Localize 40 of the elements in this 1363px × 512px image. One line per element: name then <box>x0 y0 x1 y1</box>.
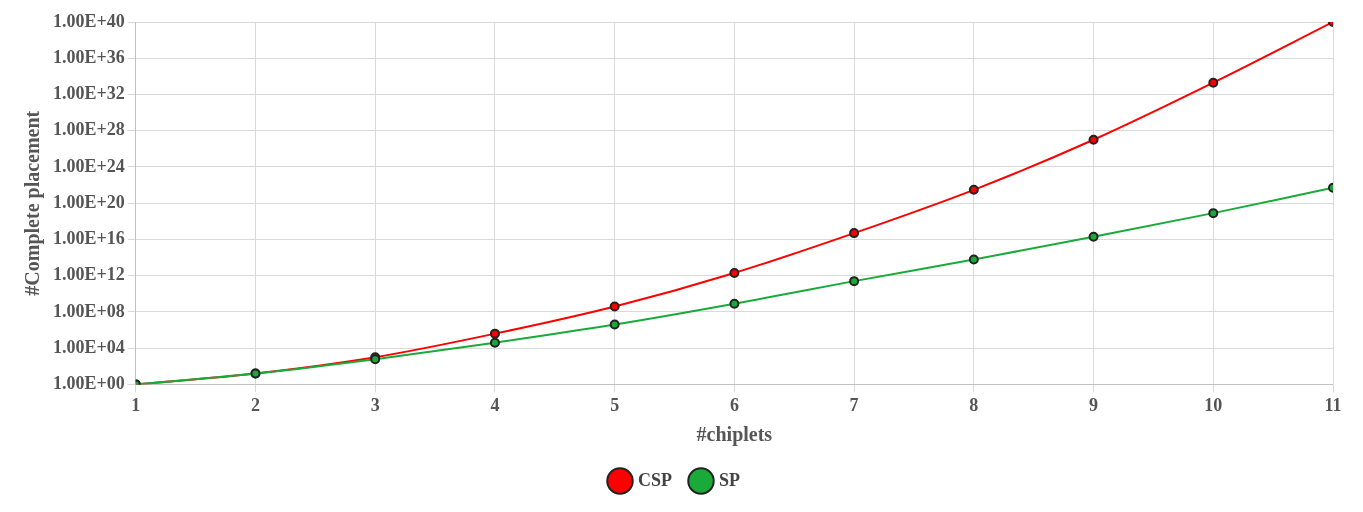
x-tick-label: 10 <box>1204 394 1223 415</box>
y-tick-label: 1.00E+20 <box>53 191 125 212</box>
x-tick-label: 2 <box>250 394 260 415</box>
x-tick-label: 7 <box>849 394 859 415</box>
x-tick-label: 11 <box>1324 394 1342 415</box>
x-tick-label: 3 <box>370 394 380 415</box>
x-tick-label: 6 <box>729 394 739 415</box>
y-tick-label: 1.00E+28 <box>53 119 125 140</box>
y-tick-label: 1.00E+08 <box>53 300 125 321</box>
point <box>609 319 620 330</box>
point <box>849 276 860 287</box>
x-tick-label: 1 <box>131 394 141 415</box>
point <box>489 337 500 348</box>
y-tick-label: 1.00E+04 <box>53 336 125 357</box>
point <box>729 298 740 309</box>
point <box>609 301 620 312</box>
y-tick-label: 1.00E+36 <box>53 46 125 67</box>
y-tick-label: 1.00E+12 <box>53 264 125 285</box>
point <box>968 254 979 265</box>
x-tick-label: 4 <box>490 394 500 415</box>
y-tick-label: 1.00E+32 <box>53 83 125 104</box>
point <box>1088 231 1099 242</box>
point <box>1208 77 1219 88</box>
y-tick-label: 1.00E+40 <box>53 10 125 31</box>
y-tick-label: 1.00E+16 <box>53 228 125 249</box>
point <box>729 267 740 278</box>
legend-label: CSP <box>637 469 673 490</box>
x-tick-label: 5 <box>610 394 620 415</box>
point <box>489 328 500 339</box>
point <box>968 184 979 195</box>
legend-label: SP <box>719 469 741 490</box>
point <box>1088 134 1099 145</box>
point <box>849 228 860 239</box>
y-tick-label: 1.00E+24 <box>53 155 125 176</box>
x-tick-label: 8 <box>969 394 979 415</box>
y-tick-label: 1.00E+00 <box>53 373 125 394</box>
x-tick-label: 9 <box>1089 394 1099 415</box>
point <box>1208 208 1219 219</box>
x-axis-title: #chiplets <box>696 423 773 447</box>
y-axis-title: #Complete placement <box>21 110 45 296</box>
